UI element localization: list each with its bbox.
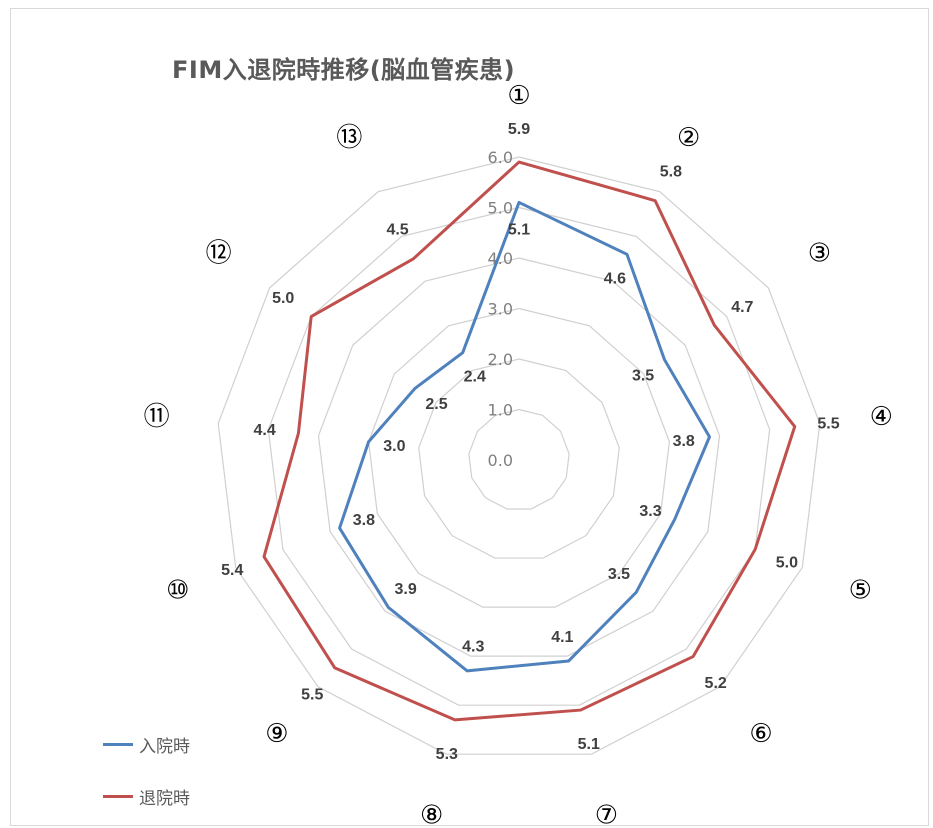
data-label: 3.0: [383, 438, 405, 455]
legend-item-discharge: 退院時: [103, 784, 190, 809]
data-label: 2.5: [425, 396, 447, 413]
category-label: ⑦: [595, 800, 618, 828]
series-line-0: [338, 200, 712, 673]
data-label: 5.5: [301, 686, 323, 703]
category-label: ④: [870, 402, 893, 432]
axis-tick-label: 6.0: [488, 148, 513, 167]
data-label: 5.1: [508, 221, 530, 238]
data-label: 3.3: [639, 503, 661, 520]
data-label: 3.5: [608, 566, 630, 583]
legend-label-admission: 入院時: [139, 737, 190, 757]
axis-tick-label: 3.0: [488, 300, 513, 319]
data-label: 5.5: [817, 415, 839, 432]
axis-tick-label: 0.0: [488, 451, 513, 470]
category-label: ②: [677, 123, 700, 153]
chart-area: [10, 8, 929, 826]
data-label: 5.8: [660, 164, 682, 181]
legend-item-admission: 入院時: [103, 732, 190, 757]
category-label: ⑫: [206, 239, 232, 269]
data-label: 2.4: [464, 369, 486, 386]
data-label: 5.1: [578, 736, 600, 753]
axis-tick-label: 5.0: [488, 199, 513, 218]
axis-tick-label: 4.0: [488, 249, 513, 268]
category-label: ⑥: [749, 719, 772, 749]
data-label: 5.0: [272, 290, 294, 307]
series-line-1: [262, 160, 797, 722]
data-label: 4.6: [604, 270, 626, 287]
chart-title: FIM入退院時推移(脳血管疾患): [172, 56, 516, 84]
grid-ring-1: [468, 408, 570, 510]
category-label: ⑪: [144, 402, 170, 432]
grid-ring-2: [418, 358, 620, 559]
data-label: 4.5: [386, 222, 408, 239]
data-label: 3.8: [673, 433, 695, 450]
category-label: ⑬: [336, 123, 362, 153]
data-label: 4.3: [462, 639, 484, 656]
data-label: 3.5: [632, 367, 654, 384]
grid-ring-4: [317, 257, 721, 657]
axis-tick-label: 1.0: [488, 401, 513, 420]
data-label: 5.3: [436, 746, 458, 763]
grid-ring-5: [267, 206, 771, 706]
data-label: 4.1: [551, 629, 573, 646]
data-label: 4.4: [254, 422, 276, 439]
data-label: 3.8: [353, 512, 375, 529]
data-label: 3.9: [395, 581, 417, 598]
data-label: 5.9: [508, 121, 530, 138]
category-label: ⑧: [420, 800, 443, 828]
category-label: ⑩: [166, 575, 189, 605]
data-label: 5.0: [776, 555, 798, 572]
legend-label-discharge: 退院時: [139, 789, 190, 809]
axis-tick-label: 2.0: [488, 350, 513, 369]
grid-ring-3: [367, 307, 671, 608]
data-label: 5.2: [705, 675, 727, 692]
data-label: 5.4: [221, 562, 243, 579]
data-label: 4.7: [731, 299, 753, 316]
category-label: ③: [808, 239, 831, 269]
legend-swatch-discharge: [103, 795, 133, 798]
category-label: ①: [507, 81, 530, 111]
category-label: ⑤: [849, 575, 872, 605]
category-label: ⑨: [265, 719, 288, 749]
legend-swatch-admission: [103, 743, 133, 746]
grid-ring-6: [217, 156, 821, 755]
